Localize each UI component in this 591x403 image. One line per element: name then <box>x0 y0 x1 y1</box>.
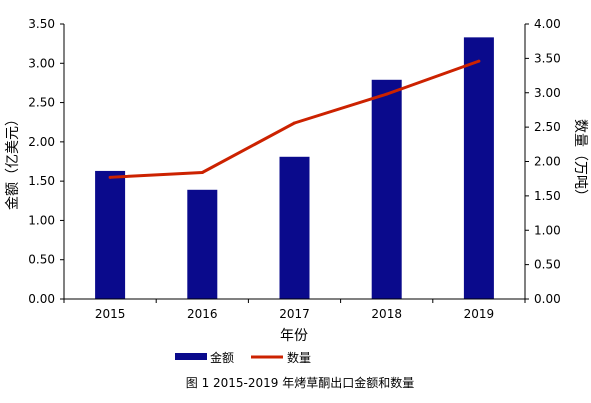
bar-2016 <box>187 189 218 299</box>
right-y-ticks: 0.00 0.50 1.00 1.50 2.00 2.50 3.00 3.50 4.00 <box>525 17 561 306</box>
right-tick-label: 0.50 <box>534 258 561 272</box>
x-ticks: 2015 2016 2017 2018 2019 <box>63 299 526 321</box>
line-point-2018 <box>385 92 389 96</box>
right-tick-label: 2.00 <box>534 155 561 169</box>
left-tick-label: 2.00 <box>28 135 55 149</box>
left-tick-label: 3.50 <box>28 17 55 31</box>
left-tick-label: 2.50 <box>28 96 55 110</box>
x-tick-label: 2019 <box>464 307 495 321</box>
figure-caption: 图 1 2015-2019 年烤草酮出口金额和数量 <box>186 375 415 390</box>
left-y-ticks: 0.00 0.50 1.00 1.50 2.00 2.50 3.00 3.50 <box>28 17 64 306</box>
right-tick-label: 4.00 <box>534 17 561 31</box>
left-tick-label: 0.00 <box>28 292 55 306</box>
right-tick-label: 2.50 <box>534 120 561 134</box>
bar-2015 <box>95 170 126 299</box>
x-tick-label: 2017 <box>279 307 310 321</box>
x-tick-label: 2016 <box>187 307 218 321</box>
right-tick-label: 1.00 <box>534 223 561 237</box>
x-tick-label: 2018 <box>371 307 402 321</box>
left-tick-label: 3.00 <box>28 56 55 70</box>
line-layer <box>108 59 481 179</box>
y-axis-title-right: 数量（万吨） <box>572 119 588 203</box>
bar-2017 <box>279 156 310 299</box>
right-tick-label: 0.00 <box>534 292 561 306</box>
bar-2018 <box>371 79 402 300</box>
left-tick-label: 1.50 <box>28 174 55 188</box>
bar-group <box>95 37 494 300</box>
left-tick-label: 0.50 <box>28 253 55 267</box>
x-axis-title: 年份 <box>280 328 308 344</box>
legend-label-line: 数量 <box>287 350 311 365</box>
legend: 金额 数量 <box>175 350 311 365</box>
line-point-2016 <box>200 171 204 174</box>
legend-label-bar: 金额 <box>210 350 234 365</box>
line-point-2017 <box>293 121 296 125</box>
bar-2019 <box>463 37 494 299</box>
line-point-2019 <box>477 59 481 63</box>
right-tick-label: 1.50 <box>534 189 561 203</box>
line-point-2015 <box>108 175 112 179</box>
x-tick-label: 2015 <box>95 307 126 321</box>
y-axis-title-left: 金额（亿美元） <box>5 112 21 210</box>
right-tick-label: 3.50 <box>534 51 561 65</box>
right-tick-label: 3.00 <box>534 86 561 100</box>
left-tick-label: 1.00 <box>28 213 55 227</box>
legend-swatch-bar <box>175 353 207 360</box>
